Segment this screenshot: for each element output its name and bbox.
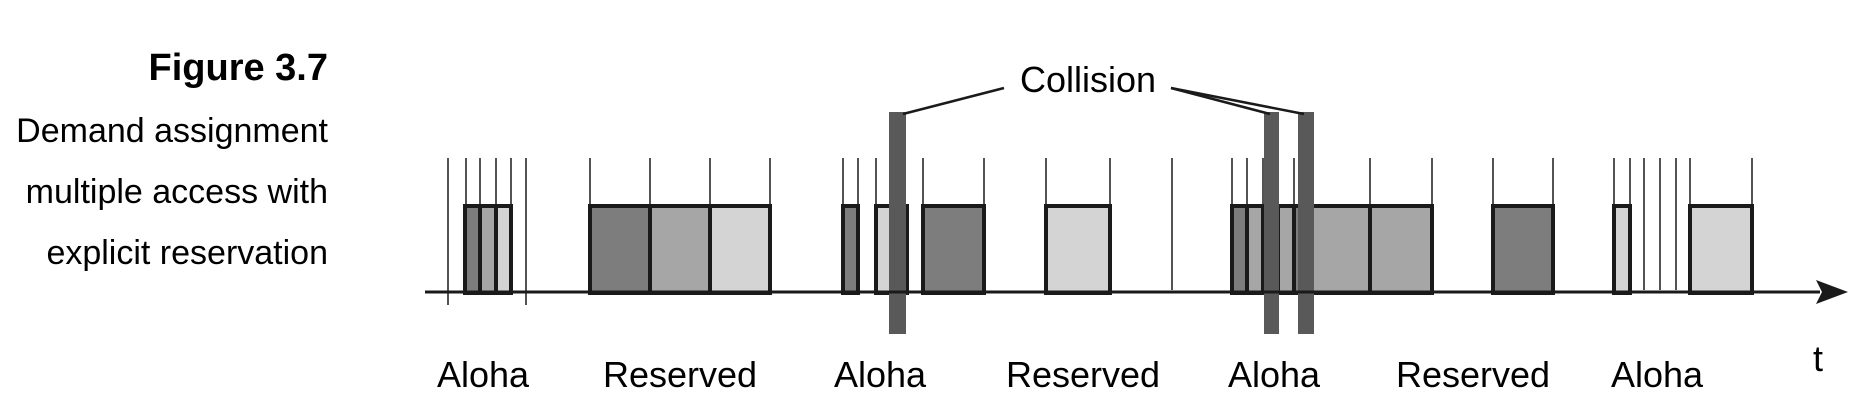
collision-bar xyxy=(1264,112,1279,334)
phase-label: Reserved xyxy=(1396,354,1550,395)
aloha-block xyxy=(1245,204,1265,295)
caption-line-2: multiple access with xyxy=(26,173,328,211)
collision-bar xyxy=(889,112,906,334)
figure-caption: Figure 3.7 Demand assignment multiple ac… xyxy=(16,47,328,272)
reserved-block xyxy=(708,204,772,295)
phase-label: Reserved xyxy=(1006,354,1160,395)
figure-number: Figure 3.7 xyxy=(149,47,329,89)
callout-line xyxy=(1170,86,1305,116)
time-axis-arrowhead xyxy=(1816,280,1848,304)
phase-label: Aloha xyxy=(834,354,927,395)
aloha-block xyxy=(1276,204,1296,295)
callout-line xyxy=(902,86,1005,116)
reserved-block xyxy=(1491,204,1555,295)
aloha-block xyxy=(841,204,860,295)
reserved-block xyxy=(588,204,652,295)
collision-markers xyxy=(889,112,1314,334)
time-axis xyxy=(425,280,1848,304)
transmission-blocks xyxy=(463,204,1754,295)
reserved-block xyxy=(1044,204,1112,295)
collision-label: Collision xyxy=(1020,59,1156,100)
aloha-block xyxy=(1612,204,1632,295)
reserved-block xyxy=(648,204,712,295)
phase-label: Aloha xyxy=(1228,354,1321,395)
phase-label: Aloha xyxy=(437,354,530,395)
aloha-block xyxy=(1230,204,1249,295)
reserved-block xyxy=(1368,204,1434,295)
phase-label: Reserved xyxy=(603,354,757,395)
caption-line-1: Demand assignment xyxy=(16,112,328,150)
phase-labels: Aloha Reserved Aloha Reserved Aloha Rese… xyxy=(437,354,1704,395)
time-axis-label: t xyxy=(1813,338,1823,379)
aloha-block xyxy=(463,204,482,295)
collision-bar xyxy=(1298,112,1314,334)
reserved-block xyxy=(1688,204,1754,295)
phase-label: Aloha xyxy=(1611,354,1704,395)
aloha-block xyxy=(874,204,893,295)
collision-callout xyxy=(902,86,1305,116)
reserved-block xyxy=(1307,204,1372,295)
aloha-block xyxy=(494,204,513,295)
caption-line-3: explicit reservation xyxy=(46,234,328,272)
aloha-block xyxy=(921,204,986,295)
aloha-block xyxy=(478,204,498,295)
